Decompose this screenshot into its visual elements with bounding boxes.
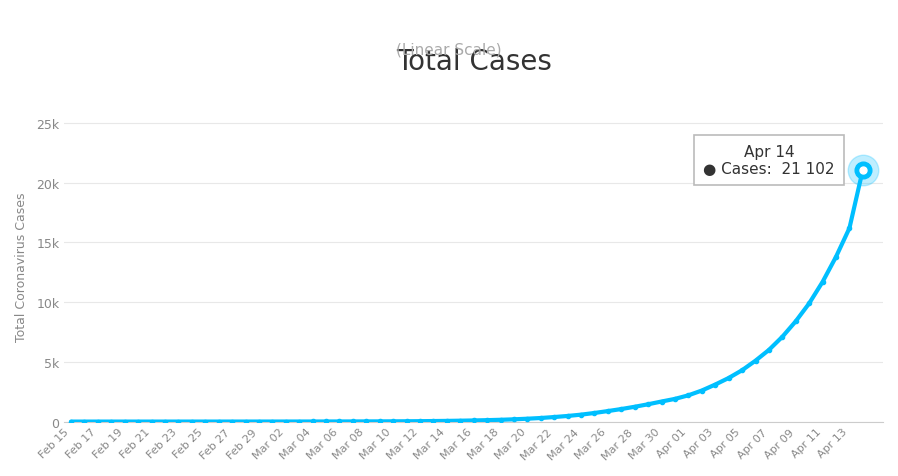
Y-axis label: Total Coronavirus Cases: Total Coronavirus Cases — [15, 192, 28, 341]
Text: (Linear Scale): (Linear Scale) — [396, 43, 502, 58]
Title: Total Cases: Total Cases — [396, 48, 551, 76]
Text: Apr 14
● Cases:  21 102: Apr 14 ● Cases: 21 102 — [703, 145, 834, 177]
